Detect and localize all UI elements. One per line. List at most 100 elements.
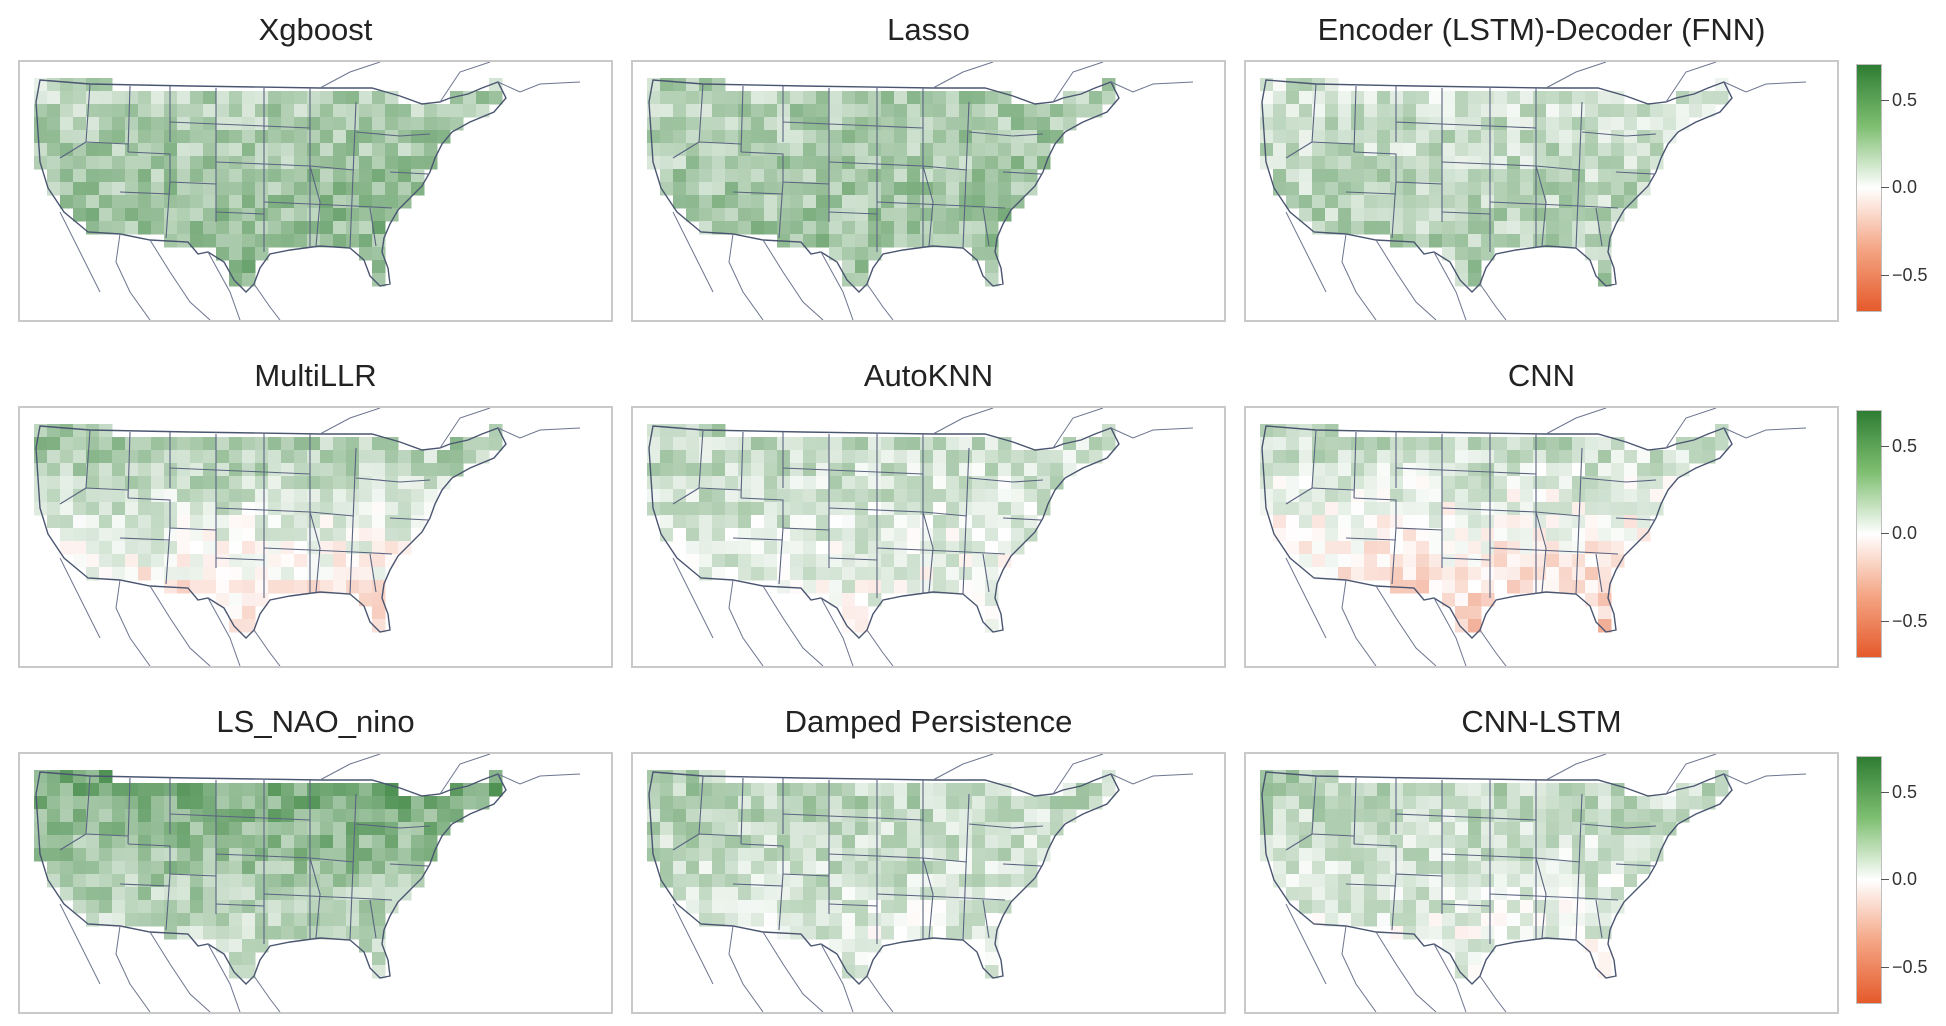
grid-cell — [242, 502, 256, 516]
grid-cell — [242, 208, 256, 222]
grid-cell — [894, 783, 908, 797]
grid-cell — [47, 450, 61, 464]
grid-cell — [1637, 528, 1651, 542]
grid-cell — [73, 450, 87, 464]
grid-cell — [907, 208, 921, 222]
state-border — [828, 507, 968, 517]
grid-cell — [1089, 437, 1103, 451]
grid-cell — [751, 554, 765, 568]
grid-cell — [164, 463, 178, 477]
grid-cell — [1377, 900, 1391, 914]
neighbor-border — [1723, 773, 1807, 785]
neighbor-border — [319, 62, 381, 89]
grid-cell — [1455, 809, 1469, 823]
grid-cell — [203, 900, 217, 914]
grid-cell — [855, 913, 869, 927]
grid-cell — [1663, 822, 1677, 836]
grid-cell — [1429, 887, 1443, 901]
neighbor-border — [1723, 427, 1807, 439]
grid-cell — [1637, 848, 1651, 862]
grid-cell — [281, 182, 295, 196]
grid-cell — [686, 848, 700, 862]
grid-cell — [203, 835, 217, 849]
grid-cell — [738, 848, 752, 862]
grid-cell — [751, 208, 765, 222]
grid-cell — [1403, 887, 1417, 901]
grid-cell — [803, 926, 817, 940]
grid-cell — [842, 926, 856, 940]
grid-cell — [959, 848, 973, 862]
grid-cell — [112, 861, 126, 875]
grid-cell — [1273, 130, 1287, 144]
grid-cell — [855, 809, 869, 823]
neighbor-border — [1110, 81, 1194, 93]
grid-cell — [1481, 221, 1495, 235]
grid-cell — [777, 195, 791, 209]
grid-cell — [673, 91, 687, 105]
grid-cell — [229, 195, 243, 209]
grid-cell — [1037, 476, 1051, 490]
grid-cell — [842, 796, 856, 810]
grid-cell — [1572, 104, 1586, 118]
grid-cell — [333, 117, 347, 131]
grid-cell — [1299, 809, 1313, 823]
grid-cell — [790, 221, 804, 235]
grid-cell — [359, 450, 373, 464]
grid-cell — [738, 182, 752, 196]
grid-cell — [86, 437, 100, 451]
grid-cell — [972, 913, 986, 927]
grid-cell — [1351, 130, 1365, 144]
grid-cell — [268, 502, 282, 516]
grid-cell — [673, 476, 687, 490]
grid-cell — [829, 567, 843, 581]
grid-cell — [255, 247, 269, 261]
grid-cell — [1273, 502, 1287, 516]
grid-cell — [60, 169, 74, 183]
grid-cell — [933, 783, 947, 797]
grid-cell — [881, 208, 895, 222]
state-border — [165, 181, 171, 239]
grid-cell — [1637, 835, 1651, 849]
grid-cell — [307, 234, 321, 248]
grid-cell — [151, 796, 165, 810]
grid-cell — [138, 130, 152, 144]
grid-cell — [1611, 208, 1625, 222]
grid-cell — [959, 926, 973, 940]
grid-cell — [1533, 822, 1547, 836]
grid-cell — [1299, 887, 1313, 901]
grid-cell — [1572, 900, 1586, 914]
grid-cell — [985, 913, 999, 927]
grid-cell — [712, 91, 726, 105]
grid-cell — [190, 463, 204, 477]
grid-cell — [1260, 476, 1274, 490]
grid-cell — [437, 463, 451, 477]
grid-cell — [1520, 450, 1534, 464]
grid-cell — [177, 437, 191, 451]
grid-cell — [190, 567, 204, 581]
grid-cell — [985, 476, 999, 490]
grid-cell — [1351, 900, 1365, 914]
grid-cell — [868, 939, 882, 953]
grid-cell — [1403, 554, 1417, 568]
grid-cell — [1546, 221, 1560, 235]
grid-cell — [346, 926, 360, 940]
grid-cell — [881, 796, 895, 810]
grid-cell — [725, 104, 739, 118]
grid-cell — [1481, 450, 1495, 464]
grid-cell — [751, 822, 765, 836]
grid-cell — [99, 208, 113, 222]
grid-cell — [177, 450, 191, 464]
grid-cell — [1468, 130, 1482, 144]
grid-cell — [307, 104, 321, 118]
grid-cell — [868, 900, 882, 914]
grid-cell — [1299, 208, 1313, 222]
grid-cell — [86, 567, 100, 581]
grid-cell — [933, 541, 947, 555]
grid-cell — [1299, 156, 1313, 170]
grid-cell — [1429, 554, 1443, 568]
grid-cell — [1494, 476, 1508, 490]
grid-cell — [816, 783, 830, 797]
neighbor-border — [728, 579, 764, 666]
grid-cell — [1390, 156, 1404, 170]
grid-cell — [320, 169, 334, 183]
